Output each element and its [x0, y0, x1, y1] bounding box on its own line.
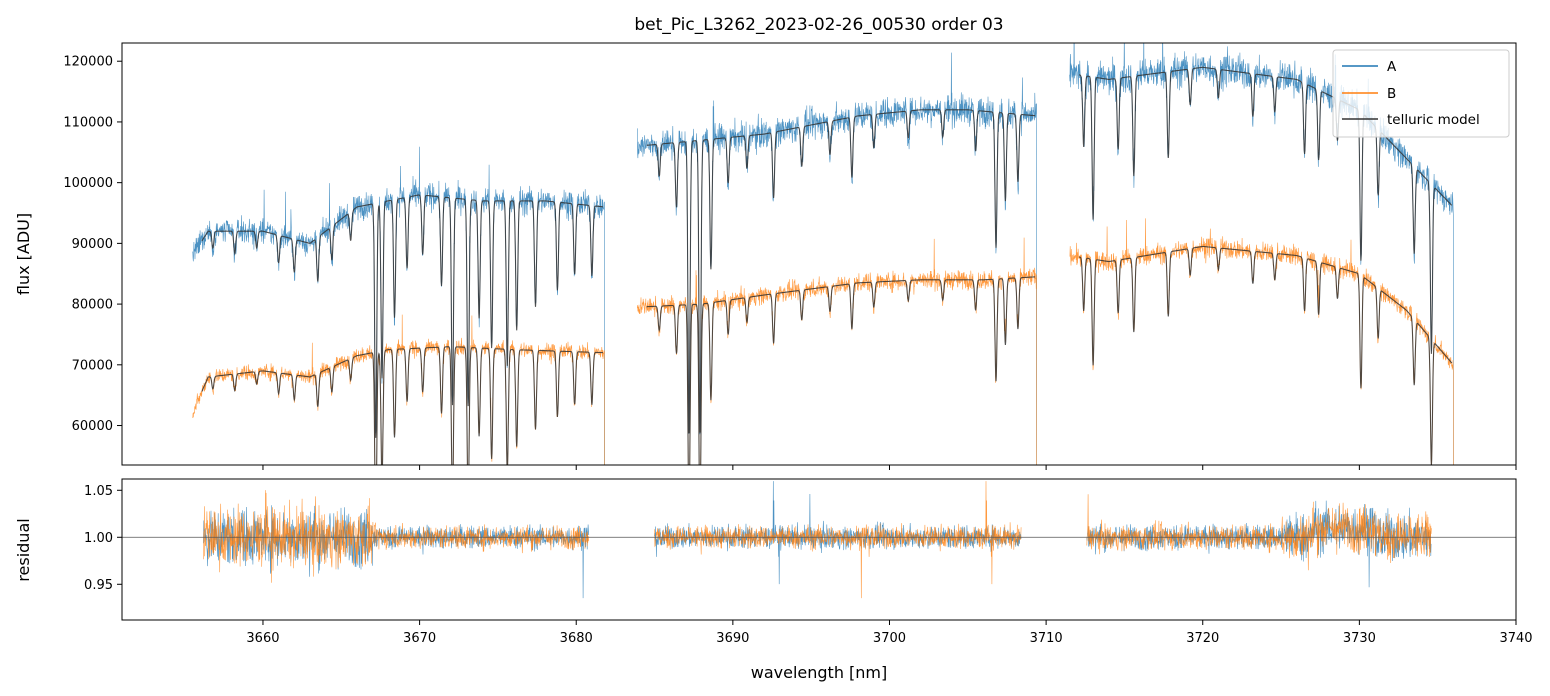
x-axis-label: wavelength [nm] — [751, 663, 888, 682]
series-b-line — [192, 314, 605, 465]
residual-panel-frame — [121, 478, 1517, 621]
flux-y-tick-label: 60000 — [72, 419, 113, 434]
flux-panel: 60000 70000 80000 90000 100000 110000 120000 f… — [14, 42, 1517, 470]
flux-y-tick-label: 80000 — [72, 298, 113, 313]
residual-y-tick-label: 1.00 — [84, 531, 113, 546]
flux-y-tick-label: 100000 — [63, 176, 113, 191]
chart-title: bet_Pic_L3262_2023-02-26_00530 order 03 — [634, 15, 1003, 35]
residual-y-tick-label: 0.95 — [84, 578, 113, 593]
series-b-line — [1069, 218, 1454, 465]
residual-x-tick-label: 3730 — [1343, 631, 1376, 646]
residual-x-tick-label: 3740 — [1499, 631, 1532, 646]
residual-panel: 0.95 1.00 1.05 3660 3670 3680 3690 3700 3710 372… — [14, 478, 1533, 682]
flux-x-ticks — [262, 465, 1517, 470]
legend-label-a: A — [1387, 59, 1397, 75]
residual-y-ticks: 0.95 1.00 1.05 — [84, 484, 122, 593]
telluric-model-line — [1078, 66, 1453, 354]
residual-x-tick-label: 3720 — [1186, 631, 1219, 646]
residual-series-group — [122, 481, 1516, 599]
residual-y-axis-label: residual — [14, 518, 33, 581]
residual-a-line — [1086, 500, 1432, 588]
residual-b-line — [654, 481, 1022, 599]
residual-x-tick-label: 3690 — [716, 631, 749, 646]
residual-x-ticks: 3660 3670 3680 3690 3700 3710 3720 3730 3740 — [246, 620, 1533, 646]
residual-b-line — [1086, 494, 1432, 571]
series-a-line — [192, 146, 605, 465]
legend-label-telluric: telluric model — [1387, 112, 1480, 128]
legend-box — [1332, 49, 1510, 138]
telluric-model-line — [201, 346, 603, 465]
series-a-line — [637, 52, 1037, 465]
flux-y-tick-label: 90000 — [72, 237, 113, 252]
flux-y-tick-label: 70000 — [72, 358, 113, 373]
flux-y-axis-label: flux [ADU] — [14, 213, 33, 295]
residual-y-tick-label: 1.05 — [84, 484, 113, 499]
residual-b-line — [203, 490, 590, 583]
residual-x-tick-label: 3670 — [403, 631, 436, 646]
flux-y-tick-label: 110000 — [63, 115, 113, 130]
telluric-model-line — [1079, 245, 1453, 465]
residual-x-tick-label: 3660 — [246, 631, 279, 646]
residual-x-tick-label: 3710 — [1030, 631, 1063, 646]
telluric-model-line — [646, 109, 1036, 434]
flux-y-tick-label: 120000 — [63, 55, 113, 70]
residual-x-tick-label: 3680 — [560, 631, 593, 646]
telluric-model-line — [201, 194, 603, 438]
telluric-model-line — [646, 276, 1036, 465]
legend-label-b: B — [1387, 86, 1396, 102]
legend: A B telluric model — [1332, 49, 1510, 138]
flux-series-group — [192, 43, 1454, 465]
series-b-line — [637, 237, 1037, 465]
flux-y-ticks: 60000 70000 80000 90000 100000 110000 120000 — [63, 55, 122, 434]
residual-x-tick-label: 3700 — [873, 631, 906, 646]
flux-panel-frame — [121, 42, 1517, 466]
